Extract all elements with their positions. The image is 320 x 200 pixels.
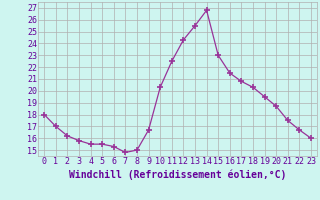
X-axis label: Windchill (Refroidissement éolien,°C): Windchill (Refroidissement éolien,°C) [69, 169, 286, 180]
